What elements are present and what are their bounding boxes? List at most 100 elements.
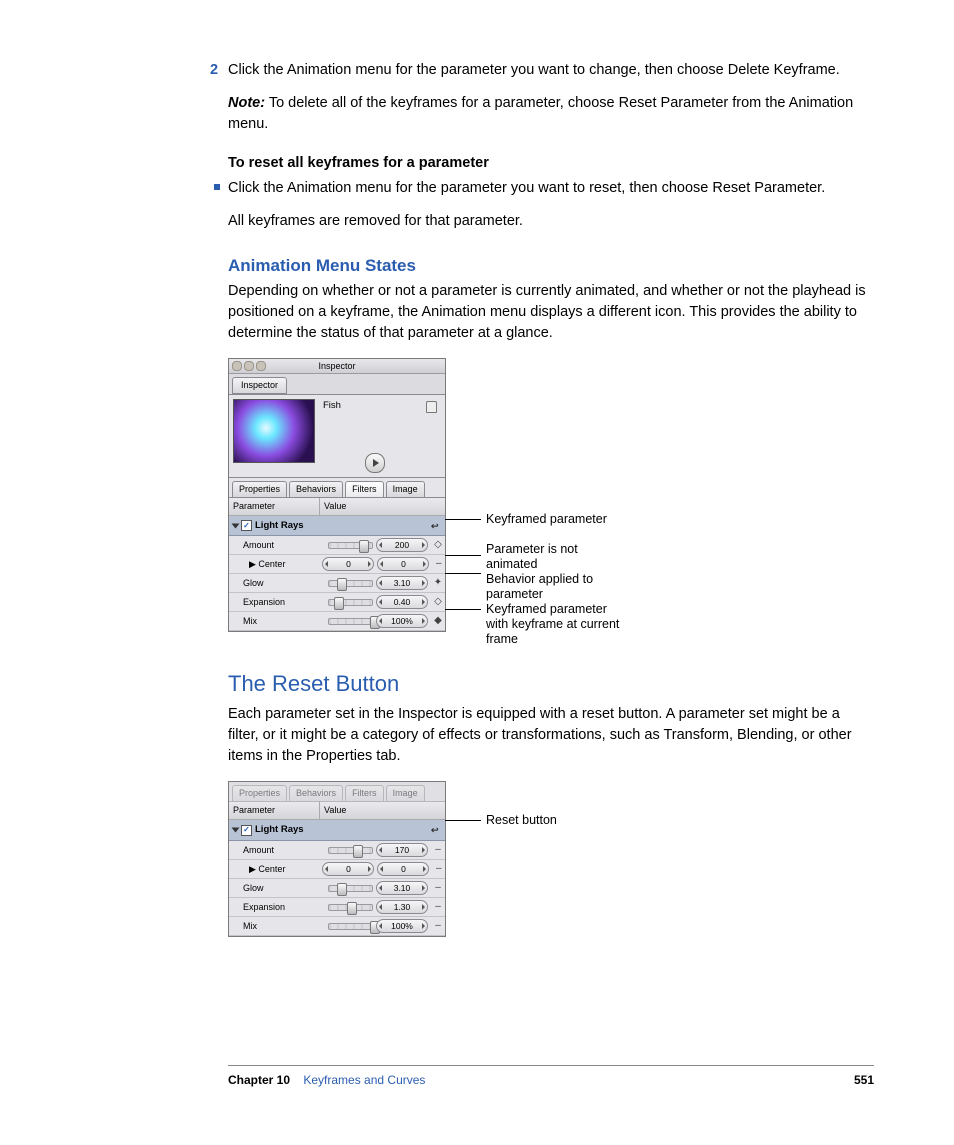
animation-menu-icon[interactable]: –: [431, 843, 445, 858]
reset-bullet-row: Click the Animation menu for the paramet…: [228, 178, 874, 199]
param-row: Expansion 1.30–: [229, 898, 445, 917]
tab-filters[interactable]: Filters: [345, 481, 384, 497]
value-stepper[interactable]: 1.30: [376, 900, 428, 914]
play-button[interactable]: [365, 453, 385, 473]
callout-keyframe-current: Keyframed parameter with keyframe at cur…: [486, 602, 656, 647]
value-stepper[interactable]: 3.10: [376, 576, 428, 590]
group-light-rays-2[interactable]: Light Rays: [229, 820, 445, 841]
animation-menu-icon[interactable]: –: [431, 919, 445, 934]
tab-inspector[interactable]: Inspector: [232, 377, 287, 394]
col-parameter: Parameter: [229, 498, 320, 515]
preview-row: Fish: [229, 394, 445, 478]
param-name: Mix: [229, 615, 325, 628]
slider-thumb[interactable]: [337, 883, 347, 896]
reset-button-icon[interactable]: [431, 520, 441, 530]
slider-track[interactable]: [328, 847, 373, 854]
step-text: Click the Animation menu for the paramet…: [228, 62, 840, 78]
callout-not-animated: Parameter is not animated: [486, 542, 656, 572]
slider-track[interactable]: [328, 923, 373, 930]
animation-menu-icon[interactable]: –: [432, 557, 445, 572]
tab-properties[interactable]: Properties: [232, 481, 287, 497]
slider-track[interactable]: [328, 904, 373, 911]
animation-menu-icon[interactable]: –: [432, 862, 445, 877]
section-heading-reset-button: The Reset Button: [228, 668, 874, 700]
page-footer: Chapter 10 Keyframes and Curves 551: [228, 1065, 874, 1089]
param-row: Mix 100%◆: [229, 612, 445, 631]
animation-menu-icon[interactable]: ◇: [431, 595, 445, 610]
value-stepper[interactable]: 200: [376, 538, 428, 552]
reset-result: All keyframes are removed for that param…: [228, 211, 874, 232]
value-stepper[interactable]: 0: [322, 557, 374, 571]
animation-menu-icon[interactable]: ◇: [431, 538, 445, 553]
param-name: Glow: [229, 882, 325, 895]
group-label: Light Rays: [255, 519, 304, 533]
reset-bullet-text: Click the Animation menu for the paramet…: [228, 180, 825, 196]
section-body: Each parameter set in the Inspector is e…: [228, 704, 874, 767]
slider-track[interactable]: [328, 618, 373, 625]
window-controls[interactable]: [232, 361, 266, 371]
animation-menu-icon[interactable]: ✦: [431, 576, 445, 591]
slider-track[interactable]: [328, 599, 373, 606]
inspector-window: Inspector Inspector Fish Properties Beha…: [228, 358, 446, 633]
col-value: Value: [320, 498, 445, 515]
animation-menu-icon[interactable]: ◆: [431, 614, 445, 629]
column-headers: Parameter Value: [229, 498, 445, 516]
reset-button-icon[interactable]: [431, 824, 441, 834]
value-stepper[interactable]: 0.40: [376, 595, 428, 609]
value-stepper[interactable]: 3.10: [376, 881, 428, 895]
param-name: ▶ Center: [229, 863, 322, 876]
param-name: Mix: [229, 920, 325, 933]
param-name: Expansion: [229, 596, 325, 609]
slider-thumb[interactable]: [359, 540, 369, 553]
inspector-titlebar: Inspector: [229, 359, 445, 374]
footer-title: Keyframes and Curves: [303, 1073, 425, 1087]
disclosure-triangle-icon[interactable]: [232, 523, 240, 528]
param-name: ▶ Center: [229, 558, 322, 571]
param-row: ▶ Center00–: [229, 860, 445, 879]
animation-menu-icon[interactable]: –: [431, 881, 445, 896]
slider-thumb[interactable]: [353, 845, 363, 858]
column-headers-2: Parameter Value: [229, 802, 445, 820]
step-number: 2: [210, 60, 218, 81]
param-row: Amount 200◇: [229, 536, 445, 555]
animation-menu-icon[interactable]: –: [431, 900, 445, 915]
param-row: Glow 3.10–: [229, 879, 445, 898]
param-name: Expansion: [229, 901, 325, 914]
param-row: Mix 100%–: [229, 917, 445, 936]
preview-thumbnail: [233, 399, 315, 463]
lock-icon[interactable]: [426, 401, 437, 413]
value-stepper[interactable]: 0: [377, 862, 429, 876]
value-stepper[interactable]: 0: [322, 862, 374, 876]
square-bullet-icon: [214, 184, 220, 190]
inspector-sub-tabs-dim: Properties Behaviors Filters Image: [229, 782, 445, 802]
window-title: Inspector: [318, 361, 355, 371]
slider-thumb[interactable]: [347, 902, 357, 915]
note: Note: To delete all of the keyframes for…: [228, 93, 874, 135]
group-light-rays[interactable]: Light Rays: [229, 516, 445, 537]
step-2: 2 Click the Animation menu for the param…: [228, 60, 874, 81]
value-stepper[interactable]: 170: [376, 843, 428, 857]
inspector-sub-tabs: Properties Behaviors Filters Image: [229, 478, 445, 498]
callout-keyframed: Keyframed parameter: [486, 512, 656, 527]
slider-track[interactable]: [328, 580, 373, 587]
footer-page-number: 551: [854, 1072, 874, 1089]
enable-checkbox[interactable]: [241, 825, 252, 836]
footer-chapter: Chapter 10: [228, 1073, 290, 1087]
tab-image[interactable]: Image: [386, 481, 425, 497]
slider-track[interactable]: [328, 885, 373, 892]
figure-inspector-states: Inspector Inspector Fish Properties Beha…: [228, 358, 874, 633]
tab-behaviors[interactable]: Behaviors: [289, 481, 343, 497]
value-stepper[interactable]: 100%: [376, 614, 428, 628]
param-row: Amount 170–: [229, 841, 445, 860]
disclosure-triangle-icon[interactable]: [232, 828, 240, 833]
param-row: Expansion 0.40◇: [229, 593, 445, 612]
value-stepper[interactable]: 0: [377, 557, 429, 571]
slider-thumb[interactable]: [334, 597, 344, 610]
param-name: Glow: [229, 577, 325, 590]
slider-track[interactable]: [328, 542, 373, 549]
slider-thumb[interactable]: [337, 578, 347, 591]
param-name: Amount: [229, 539, 325, 552]
param-name: Amount: [229, 844, 325, 857]
enable-checkbox[interactable]: [241, 520, 252, 531]
value-stepper[interactable]: 100%: [376, 919, 428, 933]
